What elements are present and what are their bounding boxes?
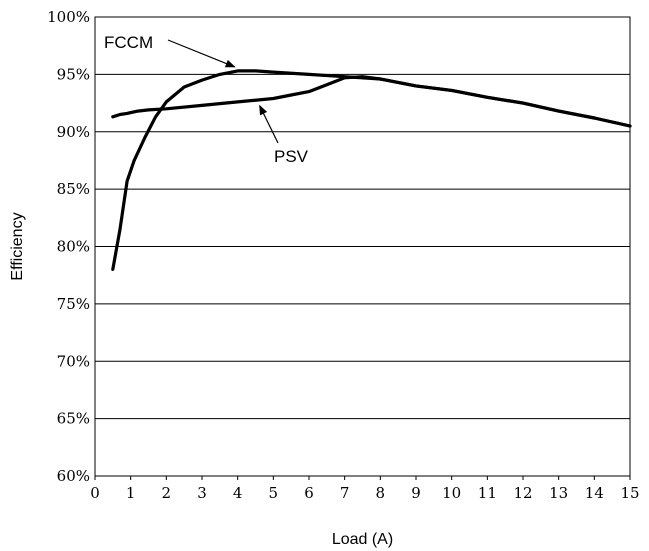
y-tick-label: 65% bbox=[57, 410, 90, 428]
x-tick-labels: 0 1 2 3 4 5 6 7 8 9 10 11 12 13 14 15 bbox=[90, 476, 640, 502]
y-tick-label: 70% bbox=[57, 352, 90, 370]
y-tick-label: 95% bbox=[57, 65, 90, 83]
annotation-label-psv: PSV bbox=[274, 147, 309, 166]
x-tick-label: 3 bbox=[197, 484, 207, 502]
y-tick-label: 90% bbox=[57, 123, 90, 141]
y-tick-label: 80% bbox=[57, 238, 90, 256]
annotation-arrow-fccm bbox=[167, 39, 236, 68]
y-tick-labels: 60% 65% 70% 75% 80% 85% 90% 95% 100% bbox=[47, 8, 90, 485]
plot-frame bbox=[94, 16, 631, 477]
x-tick-label: 8 bbox=[376, 484, 386, 502]
x-tick-label: 15 bbox=[620, 484, 639, 502]
y-tick-label: 75% bbox=[57, 295, 90, 313]
x-tick-label: 2 bbox=[162, 484, 172, 502]
x-tick-label: 10 bbox=[442, 484, 461, 502]
x-tick-label: 12 bbox=[513, 484, 532, 502]
annotation-label-fccm: FCCM bbox=[104, 33, 153, 52]
x-tick-label: 5 bbox=[269, 484, 279, 502]
x-tick-label: 13 bbox=[549, 484, 568, 502]
x-tick-label: 11 bbox=[478, 484, 497, 502]
x-tick-label: 4 bbox=[233, 484, 243, 502]
y-tick-label: 100% bbox=[47, 8, 90, 26]
series-line-psv bbox=[111, 75, 632, 128]
x-axis-title: Load (A) bbox=[332, 531, 393, 548]
x-tick-label: 7 bbox=[340, 484, 350, 502]
x-tick-label: 9 bbox=[411, 484, 421, 502]
annotation-arrow-psv bbox=[259, 104, 279, 144]
grid-lines bbox=[95, 16, 630, 477]
x-tick-label: 0 bbox=[90, 484, 100, 502]
annotations: FCCM PSV bbox=[104, 33, 309, 166]
y-tick-label: 60% bbox=[57, 467, 90, 485]
series-line-fccm bbox=[111, 69, 632, 271]
series-lines bbox=[111, 69, 632, 271]
x-tick-label: 6 bbox=[304, 484, 314, 502]
x-tick-label: 14 bbox=[585, 484, 604, 502]
y-axis-title: Efficiency bbox=[9, 212, 26, 280]
y-tick-label: 85% bbox=[57, 180, 90, 198]
x-tick-label: 1 bbox=[126, 484, 136, 502]
